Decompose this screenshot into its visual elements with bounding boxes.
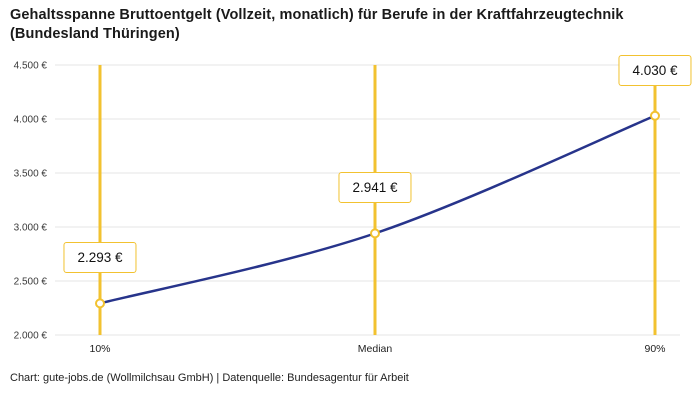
- y-tick-label: 4.500 €: [14, 61, 48, 72]
- y-tick-label: 4.000 €: [14, 115, 48, 126]
- data-point-marker: [370, 228, 380, 239]
- x-tick-label: Median: [358, 343, 393, 355]
- data-point-marker: [95, 298, 105, 309]
- data-point-marker: [650, 110, 660, 121]
- y-tick-label: 3.000 €: [14, 223, 48, 234]
- y-tick-label: 2.000 €: [14, 331, 48, 342]
- y-tick-label: 3.500 €: [14, 169, 48, 180]
- x-tick-label: 10%: [89, 343, 110, 355]
- chart-title: Gehaltsspanne Bruttoentgelt (Vollzeit, m…: [10, 7, 624, 43]
- y-tick-label: 2.500 €: [14, 277, 48, 288]
- chart-source-footer: Chart: gute-jobs.de (Wollmilchsau GmbH) …: [10, 372, 409, 384]
- x-tick-label: 90%: [644, 343, 665, 355]
- salary-line: [98, 114, 657, 305]
